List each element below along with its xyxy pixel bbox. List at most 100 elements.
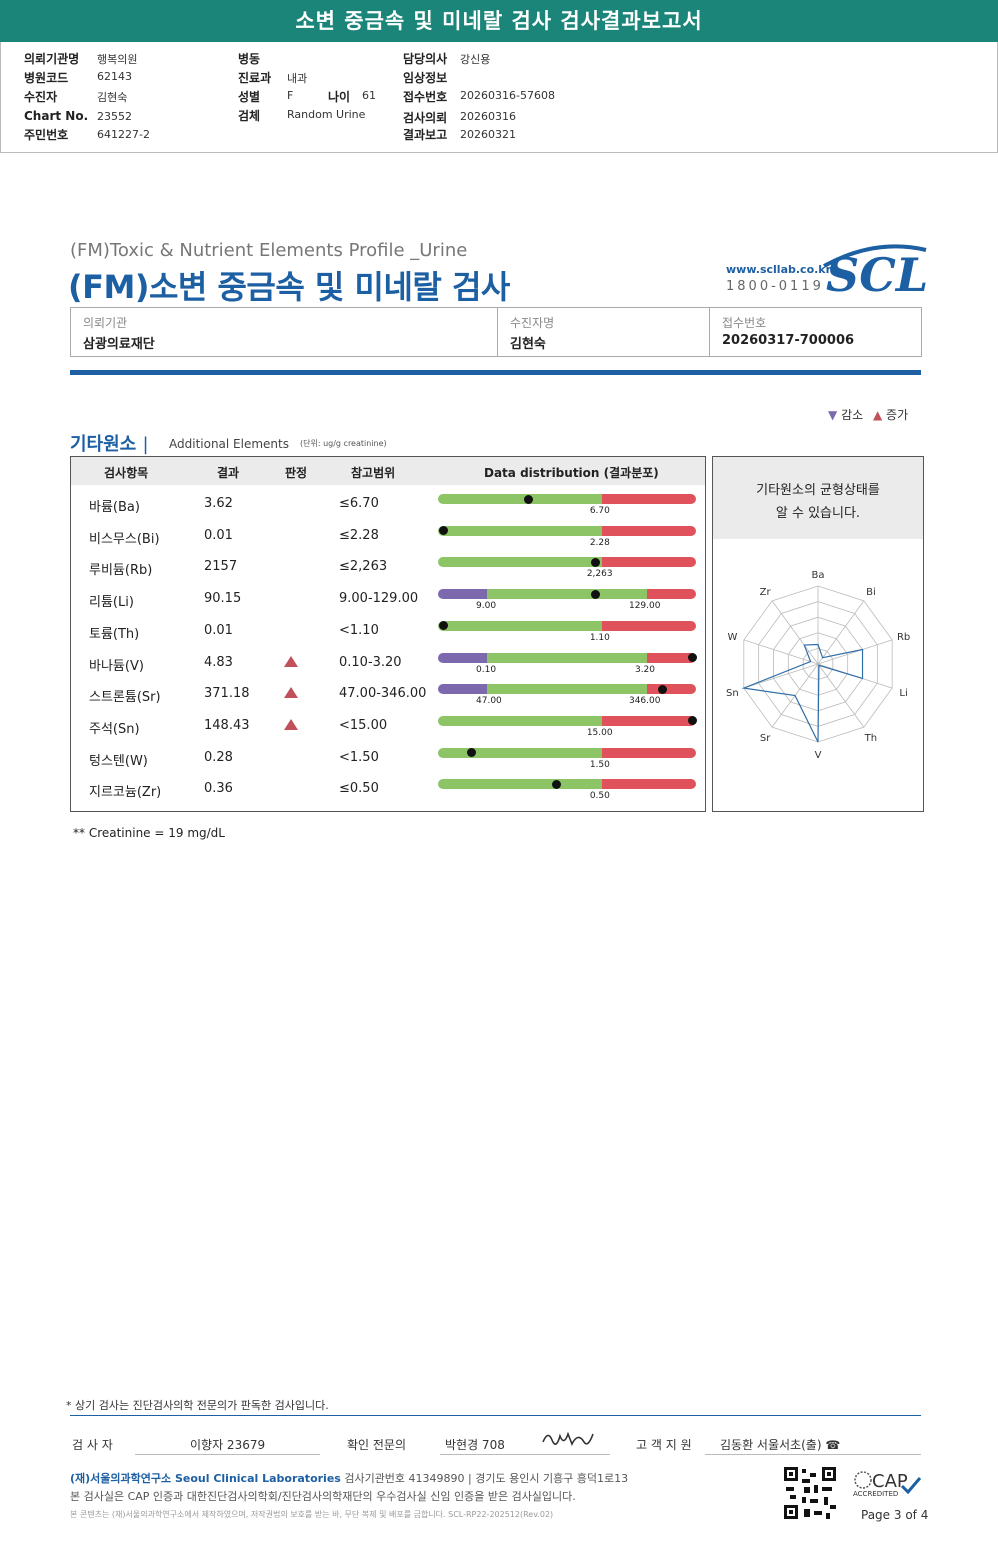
- bar-high-segment: [646, 684, 696, 695]
- result-dot: [687, 653, 697, 662]
- element-reference: <1.50: [339, 749, 379, 765]
- element-reference: <1.10: [339, 622, 379, 638]
- result-dot: [552, 779, 562, 789]
- distribution-bar: [438, 494, 696, 504]
- bar-low-tick: 9.00: [476, 601, 497, 612]
- signature-label: 검 사 자: [72, 1438, 113, 1452]
- element-name: 바나듐(V): [89, 658, 144, 674]
- hdr-label: 의뢰기관명: [24, 52, 80, 66]
- lab-website: www.scllab.co.kr: [726, 263, 832, 276]
- distribution-bar: [438, 525, 696, 536]
- bar-low-segment: [438, 589, 488, 600]
- signature-value: 이향자 23679: [190, 1438, 266, 1452]
- hdr-value: 20260321: [460, 128, 516, 141]
- result-dot: [467, 748, 477, 758]
- element-reference: ≤2.28: [339, 527, 379, 543]
- bar-normal-segment: [438, 557, 602, 568]
- copyright-text: 본 콘텐츠는 (재)서울의과학연구소에서 제작하였으며, 저작권법의 보호를 받…: [70, 1510, 554, 1519]
- legend-increase: 증가: [886, 408, 909, 422]
- bar-normal-segment: [487, 589, 647, 600]
- radar-title-line: 기타원소의 균형상태를: [756, 483, 880, 498]
- table-row: 루비듐(Rb) 2157 ≤2,263 2,263: [71, 550, 705, 582]
- table-header-cell: 참고범위: [351, 466, 396, 480]
- info-label: 의뢰기관: [83, 316, 128, 330]
- report-banner: 소변 중금속 및 미네랄 검사 검사결과보고서: [0, 0, 998, 42]
- signature-label: 고 객 지 원: [636, 1438, 692, 1452]
- bar-normal-segment: [438, 494, 602, 504]
- bar-high-tick: 15.00: [586, 727, 613, 738]
- element-name: 루비듐(Rb): [89, 563, 153, 579]
- element-reference: 47.00-346.00: [339, 686, 427, 702]
- element-reference: ≤0.50: [339, 781, 379, 797]
- hdr-value: 행복의원: [97, 53, 138, 66]
- increase-flag-icon: [284, 687, 298, 699]
- element-result: 0.01: [204, 622, 233, 638]
- patient-header: 의뢰기관명 행복의원 병원코드 62143 수진자 김현숙 Chart No. …: [0, 42, 998, 153]
- element-result: 3.62: [204, 496, 233, 511]
- result-dot: [590, 557, 600, 567]
- table-row: 텅스텐(W) 0.28 <1.50 1.50: [71, 741, 705, 773]
- bar-high-tick: 1.10: [589, 632, 610, 643]
- radar-series: [741, 643, 864, 743]
- result-dot: [687, 716, 697, 726]
- section-unit: (단위: ug/g creatinine): [300, 439, 387, 448]
- hdr-value: 641227-2: [97, 128, 150, 141]
- element-result: 0.28: [204, 749, 233, 765]
- hdr-label: Chart No.: [24, 109, 89, 123]
- radar-axis-line: [817, 639, 893, 665]
- bar-low-segment: [438, 652, 488, 663]
- info-cell: 접수번호 20260317-700006: [710, 308, 921, 356]
- radar-axis-label: Sn: [726, 688, 739, 699]
- element-name: 텅스텐(W): [89, 753, 148, 769]
- hdr-value: 62143: [97, 70, 132, 83]
- result-dot: [438, 621, 448, 631]
- table-row: 리튬(Li) 90.15 9.00-129.00 9.00 129.00: [71, 582, 705, 614]
- bar-high-tick: 6.70: [589, 506, 610, 516]
- element-reference: <15.00: [339, 717, 388, 733]
- hdr-value: 20260316-57608: [460, 89, 555, 102]
- creatinine-note: ** Creatinine = 19 mg/dL: [73, 826, 225, 840]
- footer-note: * 상기 검사는 진단검사의학 전문의가 판독한 검사입니다.: [66, 1399, 329, 1412]
- hdr-label: 검체: [238, 109, 261, 123]
- element-reference: 9.00-129.00: [339, 591, 419, 607]
- element-reference: ≤6.70: [339, 496, 379, 511]
- bar-high-segment: [601, 525, 696, 536]
- scl-logo: SCL: [823, 244, 928, 302]
- bar-high-segment: [646, 652, 696, 663]
- hdr-value: 강신용: [460, 53, 491, 66]
- element-result: 148.43: [204, 717, 250, 733]
- bar-high-tick: 0.50: [589, 791, 610, 802]
- element-result: 90.15: [204, 591, 242, 607]
- legend-decrease: 감소: [841, 408, 864, 422]
- radar-title: 기타원소의 균형상태를 알 수 있습니다.: [713, 457, 923, 539]
- element-name: 주석(Sn): [89, 721, 140, 737]
- bar-high-tick: 3.20: [634, 664, 656, 675]
- bar-high-segment: [601, 557, 696, 568]
- info-cell: 의뢰기관 삼광의료재단: [71, 308, 498, 356]
- signature-label: 확인 전문의: [347, 1438, 407, 1452]
- up-triangle-icon: ▲: [872, 408, 883, 422]
- radar-axis-label: Ba: [812, 570, 825, 581]
- radar-axis-label: Sr: [760, 733, 771, 744]
- element-name: 스트론튬(Sr): [89, 690, 161, 706]
- hdr-label: 병원코드: [24, 71, 69, 85]
- increase-flag-icon: [284, 655, 298, 667]
- table-header-cell: Data distribution (결과분포): [484, 466, 659, 480]
- radar-axis-label: Bi: [866, 587, 876, 598]
- table-header-cell: 결과: [217, 466, 240, 480]
- scl-logo-swoosh-icon: [823, 244, 927, 268]
- hdr-label: 수진자: [24, 90, 58, 104]
- radar-axis-line: [743, 663, 819, 689]
- table-row: 토륨(Th) 0.01 <1.10 1.10: [71, 614, 705, 646]
- table-header: 검사항목 결과 판정 참고범위 Data distribution (결과분포): [71, 457, 705, 485]
- table-row: 바륨(Ba) 3.62 ≤6.70 6.70: [71, 487, 705, 519]
- signature-line: [135, 1454, 320, 1455]
- checkmark-icon: [900, 1477, 922, 1494]
- hdr-label: 임상정보: [403, 71, 448, 85]
- distribution-bar: [438, 589, 696, 600]
- radar-axis-line: [817, 600, 865, 665]
- info-box: 의뢰기관 삼광의료재단 수진자명 김현숙 접수번호 20260317-70000…: [70, 307, 922, 357]
- bar-normal-segment: [438, 715, 602, 726]
- radar-axis-line: [817, 663, 865, 728]
- info-value: 20260317-700006: [722, 333, 855, 348]
